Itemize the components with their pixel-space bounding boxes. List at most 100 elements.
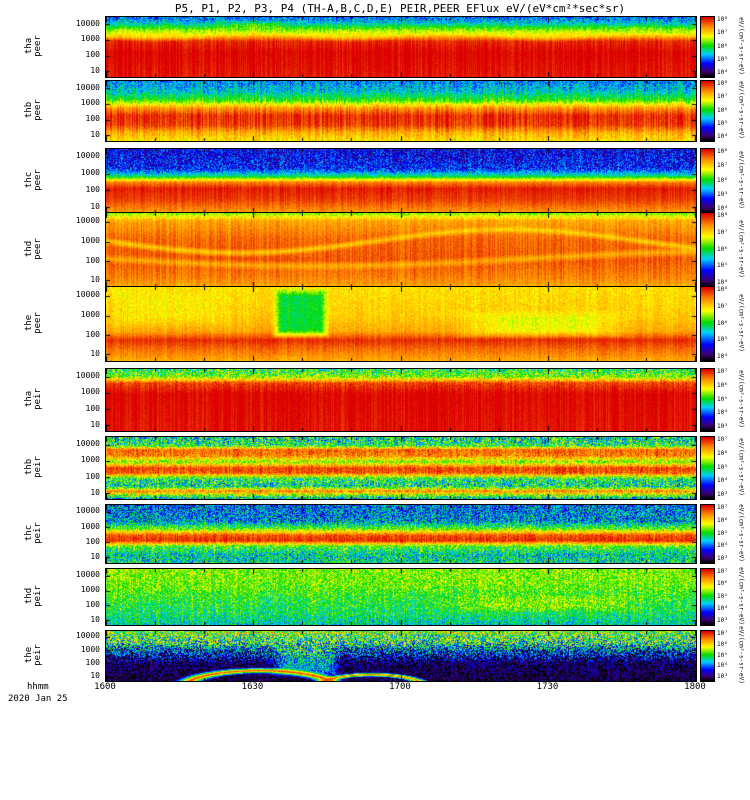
colorbar-tick-label: 10⁴ xyxy=(717,477,728,485)
panel-label-line2: peir xyxy=(33,522,43,544)
spectrogram-canvas-the-peir xyxy=(105,630,697,682)
colorbar-tick-label: 10⁵ xyxy=(717,336,728,344)
spectrogram-panel-the-peir: the peir 10000 1000 100 10 10⁷ 10⁶ 10⁵ 10⁴ 10³ eV/(… xyxy=(0,626,750,684)
spectrogram-panel-thc-peir: thc peir 10000 1000 100 10 10⁷ 10⁶ 10⁵ 10⁴ 10³ eV/(… xyxy=(0,504,750,564)
y-tick-label: 1000 xyxy=(80,644,100,654)
colorbar-unit-label: eV/(cm²-s-sr-eV) xyxy=(737,81,745,139)
spectrogram-canvas-thd-peer xyxy=(105,212,697,288)
spectrogram-panel-thb-peer: thb peer 10000 1000 100 10 10⁸ 10⁷ 10⁶ 10⁵ 10⁴ eV/(… xyxy=(0,80,750,142)
colorbar-tick-label: 10⁵ xyxy=(717,395,728,403)
y-tick-label: 100 xyxy=(85,657,100,667)
colorbar-tick-label: 10⁷ xyxy=(717,504,728,511)
colorbar-thd-peer xyxy=(700,212,715,288)
colorbar-tick-label: 10⁷ xyxy=(717,162,728,170)
colorbar-tick-label: 10⁴ xyxy=(717,279,728,286)
y-tick-label: 10000 xyxy=(75,151,100,161)
y-tick-label: 10000 xyxy=(75,18,100,28)
colorbar-tick-label: 10⁷ xyxy=(717,436,728,443)
y-tick-label: 100 xyxy=(85,403,100,413)
x-tick-label: 1600 xyxy=(94,682,116,692)
y-tick-label: 1000 xyxy=(80,455,100,465)
colorbar-tick-label: 10⁶ xyxy=(717,176,728,184)
x-tick-label: 1730 xyxy=(536,682,559,692)
colorbar-unit-label: eV/(cm²-s-sr-eV) xyxy=(737,567,745,625)
y-tick-label: 100 xyxy=(85,184,100,194)
y-tick-label: 100 xyxy=(85,537,100,547)
spectrogram-canvas-thd-peir xyxy=(105,568,697,626)
panel-label-line2: peer xyxy=(33,312,43,334)
colorbar-tick-label: 10⁴ xyxy=(717,542,728,550)
y-tick-label: 1000 xyxy=(80,309,100,319)
spectrogram-canvas-thb-peir xyxy=(105,436,697,500)
colorbar-tick-label: 10⁷ xyxy=(717,29,728,37)
panel-label-line2: peir xyxy=(33,644,43,666)
y-tick-label: 1000 xyxy=(80,521,100,531)
panel-label-line2: peer xyxy=(33,169,43,191)
spectrogram-panel-the-peer: the peer 10000 1000 100 10 10⁸ 10⁷ 10⁶ 10⁵ 10⁴ eV/(… xyxy=(0,286,750,362)
colorbar-thb-peir xyxy=(700,436,715,500)
spectrogram-canvas-the-peer xyxy=(105,286,697,362)
panel-label-line2: peer xyxy=(33,99,43,121)
y-tick-label: 10000 xyxy=(75,570,100,580)
y-tick-label: 10 xyxy=(90,275,100,285)
colorbar-tick-label: 10⁶ xyxy=(717,319,728,327)
panel-label-line2: peir xyxy=(33,585,43,607)
colorbar-tick-label: 10³ xyxy=(717,617,728,624)
colorbar-tick-label: 10⁴ xyxy=(717,604,728,612)
colorbar-tick-label: 10⁷ xyxy=(717,568,728,575)
y-tick-label: 10 xyxy=(90,614,100,624)
colorbar-tick-label: 10⁶ xyxy=(717,640,728,648)
colorbar-thc-peir xyxy=(700,504,715,564)
colorbar-tick-label: 10⁵ xyxy=(717,119,728,127)
colorbar-tick-label: 10⁸ xyxy=(717,148,728,155)
colorbar-tick-label: 10³ xyxy=(717,423,728,430)
panel-label-line2: peir xyxy=(33,388,43,410)
spectrogram-canvas-tha-peir xyxy=(105,368,697,432)
y-tick-label: 10000 xyxy=(75,290,100,300)
spectrogram-canvas-tha-peer xyxy=(105,16,697,78)
colorbar-unit-label: eV/(cm²-s-sr-eV) xyxy=(737,17,745,75)
x-tick-label: 1800 xyxy=(684,682,706,692)
spectrogram-panel-tha-peer: tha peer 10000 1000 100 10 10⁸ 10⁷ 10⁶ 10⁵ 10⁴ eV/(… xyxy=(0,16,750,78)
y-tick-label: 100 xyxy=(85,255,100,265)
y-tick-label: 10 xyxy=(90,671,100,680)
colorbar-unit-label: eV/(cm²-s-sr-eV) xyxy=(737,151,745,209)
colorbar-tick-label: 10⁴ xyxy=(717,353,728,360)
spectrogram-canvas-thb-peer xyxy=(105,80,697,142)
colorbar-tick-label: 10⁷ xyxy=(717,630,728,637)
colorbar-tick-label: 10⁶ xyxy=(717,106,728,114)
panel-label-thc-peir: thc peir xyxy=(24,513,43,553)
spectrogram-panel-thc-peer: thc peer 10000 1000 100 10 10⁸ 10⁷ 10⁶ 10⁵ 10⁴ eV/(… xyxy=(0,148,750,214)
y-tick-label: 10 xyxy=(90,66,100,76)
spectrogram-panel-thd-peir: thd peir 10000 1000 100 10 10⁷ 10⁶ 10⁵ 10⁴ 10³ eV/(… xyxy=(0,567,750,626)
colorbar-tick-label: 10⁶ xyxy=(717,449,728,457)
colorbar-tick-label: 10⁵ xyxy=(717,592,728,600)
spectrogram-canvas-thc-peir xyxy=(105,504,697,564)
colorbar-tick-label: 10⁴ xyxy=(717,133,728,140)
colorbar-tick-label: 10⁶ xyxy=(717,245,728,253)
x-axis-unit-label: hhmm xyxy=(27,682,49,692)
colorbar-tick-label: 10⁴ xyxy=(717,69,728,76)
colorbar-tick-label: 10⁷ xyxy=(717,228,728,236)
colorbar-tick-label: 10⁵ xyxy=(717,463,728,471)
y-tick-label: 1000 xyxy=(80,168,100,178)
panel-label-thd-peer: thd peer xyxy=(24,229,43,269)
colorbar-tick-label: 10⁵ xyxy=(717,262,728,270)
y-tick-label: 10000 xyxy=(75,216,100,226)
colorbar-tick-label: 10⁵ xyxy=(717,190,728,198)
y-tick-label: 100 xyxy=(85,50,100,60)
panel-label-line2: peer xyxy=(33,238,43,260)
panel-label-thd-peir: thd peir xyxy=(24,576,43,616)
panel-label-thb-peir: thb peir xyxy=(24,447,43,487)
y-tick-label: 1000 xyxy=(80,34,100,44)
panel-label-thb-peer: thb peer xyxy=(24,90,43,130)
spectrogram-panel-thd-peer: thd peer 10000 1000 100 10 10⁸ 10⁷ 10⁶ 10⁵ 10⁴ eV/(… xyxy=(0,212,750,288)
colorbar-tick-label: 10⁷ xyxy=(717,93,728,101)
colorbar-unit-label: eV/(cm²-s-sr-eV) xyxy=(737,294,745,352)
colorbar-tick-label: 10⁶ xyxy=(717,516,728,524)
colorbar-tick-label: 10⁸ xyxy=(717,212,728,219)
panel-label-thc-peer: thc peer xyxy=(24,160,43,200)
colorbar-tick-label: 10³ xyxy=(717,555,728,562)
colorbar-unit-label: eV/(cm²-s-sr-eV) xyxy=(737,220,745,278)
